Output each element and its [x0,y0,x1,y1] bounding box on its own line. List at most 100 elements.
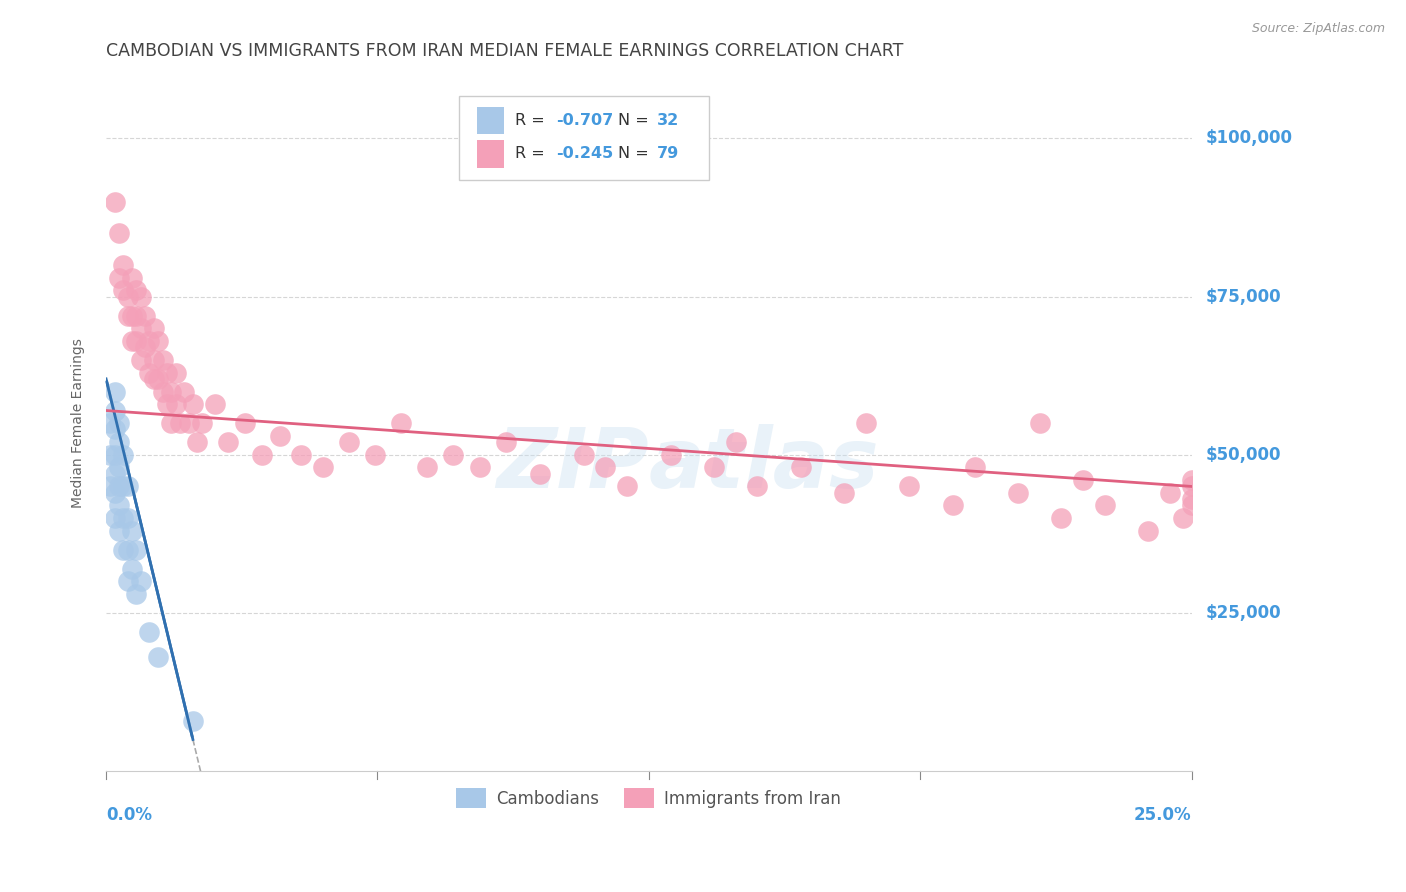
Point [190,416,212,430]
Point [108,270,131,285]
Point [117,511,139,525]
Point [108,524,131,538]
Point [1181,499,1204,513]
Point [1181,492,1204,507]
Point [104,485,127,500]
Point [152,384,174,399]
Point [121,562,143,576]
Point [898,479,921,493]
Point [1171,511,1194,525]
Point [312,460,335,475]
Text: Source: ZipAtlas.com: Source: ZipAtlas.com [1251,22,1385,36]
Point [217,435,239,450]
Text: ZIP: ZIP [496,425,650,506]
Text: 0.0%: 0.0% [105,806,152,824]
Text: -0.245: -0.245 [557,146,614,161]
Point [156,397,179,411]
Point [572,448,595,462]
Point [121,334,143,348]
Point [142,321,165,335]
Point [156,366,179,380]
Point [112,542,135,557]
Point [790,460,813,475]
Text: -0.707: -0.707 [557,113,614,128]
Point [1159,485,1181,500]
Point [104,511,127,525]
Point [148,372,170,386]
Text: $75,000: $75,000 [1205,287,1281,306]
Point [148,650,170,665]
Point [389,416,412,430]
Point [125,283,148,297]
Point [104,448,127,462]
Point [1181,479,1204,493]
Point [104,194,127,209]
Point [165,397,187,411]
Point [832,485,855,500]
Point [142,372,165,386]
Text: N =: N = [619,146,654,161]
Point [104,467,127,481]
Point [104,384,127,399]
Text: 79: 79 [657,146,679,161]
Point [186,435,208,450]
Text: N =: N = [619,113,654,128]
Point [165,366,187,380]
Point [595,460,617,475]
Point [117,542,139,557]
Point [138,624,160,639]
Point [290,448,312,462]
Point [1050,511,1073,525]
Point [1181,473,1204,487]
Point [468,460,491,475]
Text: 32: 32 [657,113,679,128]
Point [747,479,769,493]
Point [108,416,131,430]
Point [855,416,877,430]
Point [108,479,131,493]
Point [529,467,551,481]
Point [495,435,517,450]
Point [148,334,170,348]
Point [125,334,148,348]
Point [117,479,139,493]
Point [100,479,122,493]
Point [169,416,191,430]
Text: $100,000: $100,000 [1205,129,1292,147]
Point [659,448,682,462]
Point [181,397,204,411]
Text: $50,000: $50,000 [1205,446,1281,464]
Point [100,416,122,430]
FancyBboxPatch shape [478,140,505,168]
Point [129,290,152,304]
Point [1028,416,1050,430]
Point [125,587,148,601]
Point [129,321,152,335]
FancyBboxPatch shape [458,96,709,179]
Point [104,422,127,436]
Legend: Cambodians, Immigrants from Iran: Cambodians, Immigrants from Iran [450,781,848,815]
Point [616,479,638,493]
Point [152,352,174,367]
Point [443,448,465,462]
Point [108,460,131,475]
Point [1007,485,1029,500]
Point [125,542,148,557]
Point [121,270,143,285]
Point [703,460,725,475]
Point [129,574,152,589]
Point [1137,524,1160,538]
Point [108,227,131,241]
Point [142,352,165,367]
FancyBboxPatch shape [478,106,505,135]
Point [108,499,131,513]
Point [108,435,131,450]
Y-axis label: Median Female Earnings: Median Female Earnings [72,338,86,508]
Point [112,448,135,462]
Text: CAMBODIAN VS IMMIGRANTS FROM IRAN MEDIAN FEMALE EARNINGS CORRELATION CHART: CAMBODIAN VS IMMIGRANTS FROM IRAN MEDIAN… [105,42,904,60]
Point [104,403,127,417]
Point [138,366,160,380]
Point [233,416,256,430]
Point [942,499,965,513]
Point [117,574,139,589]
